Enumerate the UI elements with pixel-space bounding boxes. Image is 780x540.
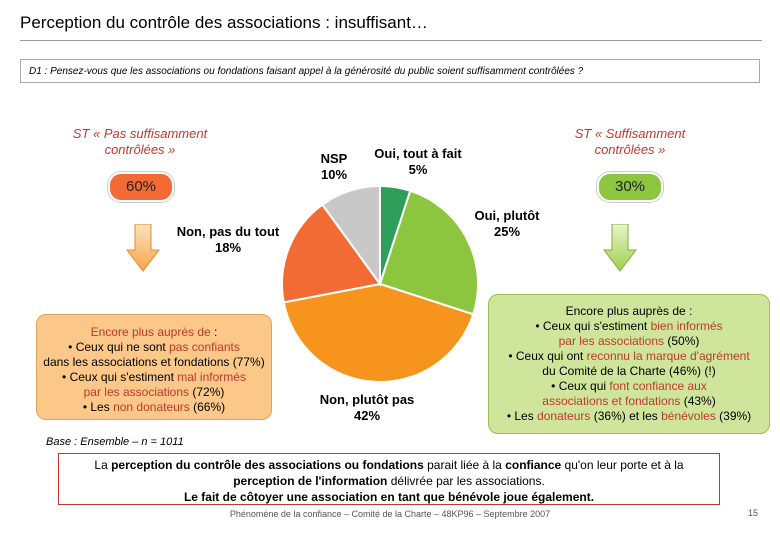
pie-label-nsp-value: 10%	[320, 167, 348, 182]
pie-slice-non-plutot-pas	[282, 282, 475, 383]
right-box-line6-highlight: associations et fondations	[542, 394, 681, 408]
pie-label-non-plutot-pas-name: Non, plutôt pas	[319, 392, 415, 407]
pie-label-non-plutot-pas: Non, plutôt pas 42%	[312, 392, 422, 424]
left-insight-box: Encore plus auprès de : • Ceux qui ne so…	[36, 314, 272, 420]
right-box-line3-text: • Ceux qui ont	[508, 349, 587, 363]
left-box-line5-text: • Les	[82, 400, 114, 414]
right-box-line7-text: • Les	[506, 409, 538, 423]
pie-slice-oui-plutot	[378, 189, 479, 316]
pie-label-non-pas-du-tout: Non, pas du tout 18%	[166, 224, 290, 256]
page-number: 15	[748, 508, 759, 518]
right-box-line6-text: (43%)	[680, 394, 716, 408]
right-box-line2-text: (50%)	[664, 334, 700, 348]
sample-base-note: Base : Ensemble – n = 1011	[46, 436, 184, 448]
right-group-label-line2: contrôlées »	[594, 142, 666, 157]
left-group-label: ST « Pas suffisamment contrôlées »	[40, 126, 240, 158]
conclusion-p4: délivrée par les associations.	[387, 474, 545, 488]
right-box-line3-highlight: reconnu la marque d'agrément	[586, 349, 750, 363]
right-group-percent-badge: 30%	[597, 172, 663, 202]
pie-chart	[281, 184, 479, 383]
pie-label-nsp: NSP 10%	[310, 151, 358, 183]
left-box-heading-colon: :	[214, 325, 218, 339]
question-text: D1 : Pensez-vous que les associations ou…	[20, 59, 760, 83]
right-box-line7-highlight1: donateurs	[537, 409, 591, 423]
pie-label-non-pas-du-tout-value: 18%	[214, 240, 242, 255]
left-box-line3-highlight: mal informés	[177, 370, 246, 384]
left-box-line3-text: • Ceux qui s'estiment	[62, 370, 178, 384]
right-box-line4: du Comité de la Charte (46%) (!)	[542, 364, 716, 378]
conclusion-b4: Le fait de côtoyer une association en ta…	[183, 490, 595, 504]
left-group-label-line2: contrôlées »	[104, 142, 176, 157]
right-box-line5-text: • Ceux qui	[551, 379, 610, 393]
right-box-line1-text: • Ceux qui s'estiment	[535, 319, 651, 333]
left-box-heading: Encore plus auprès de	[90, 325, 215, 339]
pie-label-non-plutot-pas-value: 42%	[353, 408, 381, 423]
left-box-line2: dans les associations et fondations (77%…	[43, 355, 265, 369]
right-box-heading: Encore plus auprès de :	[565, 304, 693, 318]
pie-label-oui-plutot: Oui, plutôt 25%	[462, 208, 552, 240]
pie-slice-nsp	[321, 184, 381, 288]
down-arrow-icon-left	[126, 224, 160, 272]
page-title: Perception du contrôle des associations …	[20, 13, 428, 32]
pie-label-oui-tout-a-fait-name: Oui, tout à fait	[374, 146, 462, 161]
right-group-label-line1: ST « Suffisamment	[574, 126, 686, 141]
pie-label-oui-tout-a-fait-value: 5%	[408, 162, 428, 177]
right-box-line2-highlight: par les associations	[558, 334, 665, 348]
right-group-label: ST « Suffisamment contrôlées »	[530, 126, 730, 158]
pie-label-non-pas-du-tout-name: Non, pas du tout	[176, 224, 280, 239]
right-box-line1-highlight: bien informés	[650, 319, 723, 333]
right-box-line7-post: (39%)	[715, 409, 752, 423]
footer-text: Phénomène de la confiance – Comité de la…	[229, 509, 551, 519]
pie-label-oui-plutot-value: 25%	[493, 224, 521, 239]
pie-label-oui-tout-a-fait: Oui, tout à fait 5%	[368, 146, 468, 178]
left-box-line5-post: (66%)	[189, 400, 226, 414]
right-box-line7-highlight2: bénévoles	[661, 409, 716, 423]
left-box-line5-highlight: non donateurs	[113, 400, 190, 414]
conclusion-p2: parait liée à la	[423, 458, 506, 472]
left-box-line4-text: (72%)	[189, 385, 225, 399]
left-box-line1-text: • Ceux qui ne sont	[68, 340, 170, 354]
right-box-line7-mid: (36%) et les	[590, 409, 662, 423]
left-box-line4-highlight: par les associations	[83, 385, 190, 399]
right-box-line5-highlight: font confiance aux	[609, 379, 707, 393]
conclusion-box: La perception du contrôle des associatio…	[58, 453, 720, 505]
conclusion-p1: La	[94, 458, 112, 472]
conclusion-b2: confiance	[505, 458, 562, 472]
title-divider	[20, 40, 762, 41]
pie-label-oui-plutot-name: Oui, plutôt	[474, 208, 540, 223]
left-group-label-line1: ST « Pas suffisamment	[72, 126, 208, 141]
pie-slice-non-pas-du-tout	[281, 203, 382, 304]
left-group-percent-badge: 60%	[108, 172, 174, 202]
right-insight-box: Encore plus auprès de : • Ceux qui s'est…	[488, 294, 770, 434]
conclusion-b1: perception du contrôle des associations …	[111, 458, 424, 472]
conclusion-b3: perception de l'information	[233, 474, 388, 488]
conclusion-p3: qu'on leur porte et à la	[561, 458, 684, 472]
down-arrow-icon-right	[603, 224, 637, 272]
pie-label-nsp-name: NSP	[320, 151, 348, 166]
left-box-line1-highlight: pas confiants	[169, 340, 240, 354]
